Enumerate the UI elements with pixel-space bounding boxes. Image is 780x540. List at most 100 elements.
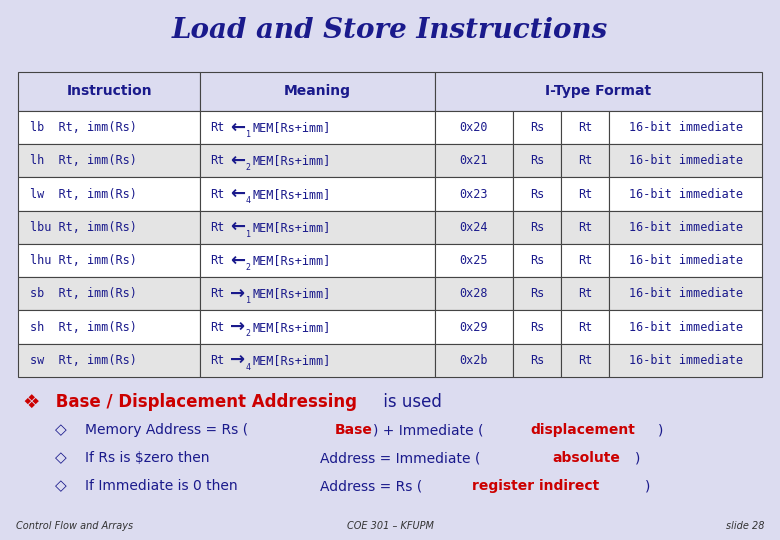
Text: MEM[Rs+imm]: MEM[Rs+imm]: [252, 354, 331, 367]
Text: 2: 2: [246, 263, 251, 272]
Text: 4: 4: [246, 362, 251, 372]
Text: Rs: Rs: [530, 354, 544, 367]
Text: ←: ←: [230, 218, 245, 237]
Text: MEM[Rs+imm]: MEM[Rs+imm]: [252, 154, 331, 167]
Text: 0x21: 0x21: [459, 154, 488, 167]
Text: If Immediate is 0 then: If Immediate is 0 then: [85, 479, 238, 493]
Text: Base / Displacement Addressing: Base / Displacement Addressing: [50, 393, 357, 411]
Text: lbu Rt, imm(Rs): lbu Rt, imm(Rs): [30, 221, 136, 234]
Text: Rt: Rt: [211, 121, 225, 134]
Text: 16-bit immediate: 16-bit immediate: [629, 121, 743, 134]
Bar: [512, 144, 561, 178]
Text: ◇: ◇: [55, 422, 67, 437]
Bar: [561, 178, 609, 211]
Bar: [609, 111, 762, 144]
Bar: [18, 178, 200, 211]
Text: Rt: Rt: [578, 187, 593, 200]
Text: sb  Rt, imm(Rs): sb Rt, imm(Rs): [30, 287, 136, 300]
Text: ←: ←: [230, 185, 245, 203]
Bar: [512, 111, 561, 144]
Text: 1: 1: [246, 130, 251, 139]
Text: 4: 4: [246, 196, 251, 205]
Text: 16-bit immediate: 16-bit immediate: [629, 254, 743, 267]
Text: Rs: Rs: [530, 154, 544, 167]
Text: Rt: Rt: [578, 254, 593, 267]
Text: Rt: Rt: [211, 221, 225, 234]
Bar: [434, 111, 512, 144]
Text: Rs: Rs: [530, 287, 544, 300]
Text: Control Flow and Arrays: Control Flow and Arrays: [16, 521, 133, 531]
Text: Rt: Rt: [578, 321, 593, 334]
Text: sw  Rt, imm(Rs): sw Rt, imm(Rs): [30, 354, 136, 367]
Text: ): ): [635, 451, 640, 465]
Text: 16-bit immediate: 16-bit immediate: [629, 287, 743, 300]
Text: If Rs is $zero then: If Rs is $zero then: [85, 451, 210, 465]
Text: Rt: Rt: [211, 154, 225, 167]
Text: 0x29: 0x29: [459, 321, 488, 334]
Bar: [200, 277, 434, 310]
Bar: [200, 178, 434, 211]
Text: 16-bit immediate: 16-bit immediate: [629, 221, 743, 234]
Text: Rt: Rt: [211, 287, 225, 300]
Text: Load and Store Instructions: Load and Store Instructions: [172, 17, 608, 44]
Text: ): ): [658, 423, 663, 437]
Bar: [609, 211, 762, 244]
Bar: [609, 344, 762, 377]
Text: 2: 2: [246, 163, 251, 172]
Text: displacement: displacement: [530, 423, 635, 437]
Bar: [512, 277, 561, 310]
Text: Rt: Rt: [211, 187, 225, 200]
Text: slide 28: slide 28: [726, 521, 764, 531]
Text: Rt: Rt: [578, 287, 593, 300]
Bar: [512, 211, 561, 244]
Text: 2: 2: [246, 329, 251, 338]
Text: ←: ←: [230, 152, 245, 170]
Text: Rt: Rt: [578, 221, 593, 234]
Text: Rs: Rs: [530, 221, 544, 234]
Text: →: →: [230, 352, 245, 369]
Text: Rt: Rt: [578, 154, 593, 167]
Bar: [434, 277, 512, 310]
Bar: [18, 344, 200, 377]
Text: ❖: ❖: [22, 393, 40, 411]
Text: sh  Rt, imm(Rs): sh Rt, imm(Rs): [30, 321, 136, 334]
Bar: [18, 72, 200, 111]
Bar: [434, 211, 512, 244]
Bar: [609, 178, 762, 211]
Text: Rs: Rs: [530, 254, 544, 267]
Bar: [561, 310, 609, 344]
Text: register indirect: register indirect: [472, 479, 599, 493]
Bar: [434, 178, 512, 211]
Bar: [200, 211, 434, 244]
Bar: [200, 244, 434, 277]
Text: ) + Immediate (: ) + Immediate (: [373, 423, 484, 437]
Text: Address = Rs (: Address = Rs (: [320, 479, 422, 493]
Bar: [561, 211, 609, 244]
Text: Address = Immediate (: Address = Immediate (: [320, 451, 480, 465]
Text: lh  Rt, imm(Rs): lh Rt, imm(Rs): [30, 154, 136, 167]
Text: COE 301 – KFUPM: COE 301 – KFUPM: [346, 521, 434, 531]
Text: lw  Rt, imm(Rs): lw Rt, imm(Rs): [30, 187, 136, 200]
Bar: [512, 178, 561, 211]
Text: 16-bit immediate: 16-bit immediate: [629, 154, 743, 167]
Text: Rt: Rt: [211, 254, 225, 267]
Text: 1: 1: [246, 296, 251, 305]
Text: ◇: ◇: [55, 478, 67, 494]
Text: Rs: Rs: [530, 187, 544, 200]
Bar: [200, 344, 434, 377]
Text: Rt: Rt: [578, 121, 593, 134]
Text: 16-bit immediate: 16-bit immediate: [629, 321, 743, 334]
Text: 0x25: 0x25: [459, 254, 488, 267]
Bar: [200, 111, 434, 144]
Bar: [512, 310, 561, 344]
Text: Base: Base: [335, 423, 373, 437]
Bar: [561, 244, 609, 277]
Bar: [609, 244, 762, 277]
Text: 0x24: 0x24: [459, 221, 488, 234]
Text: lhu Rt, imm(Rs): lhu Rt, imm(Rs): [30, 254, 136, 267]
Text: absolute: absolute: [552, 451, 620, 465]
Text: MEM[Rs+imm]: MEM[Rs+imm]: [252, 254, 331, 267]
Text: 1: 1: [246, 230, 251, 239]
Text: MEM[Rs+imm]: MEM[Rs+imm]: [252, 221, 331, 234]
Bar: [512, 244, 561, 277]
